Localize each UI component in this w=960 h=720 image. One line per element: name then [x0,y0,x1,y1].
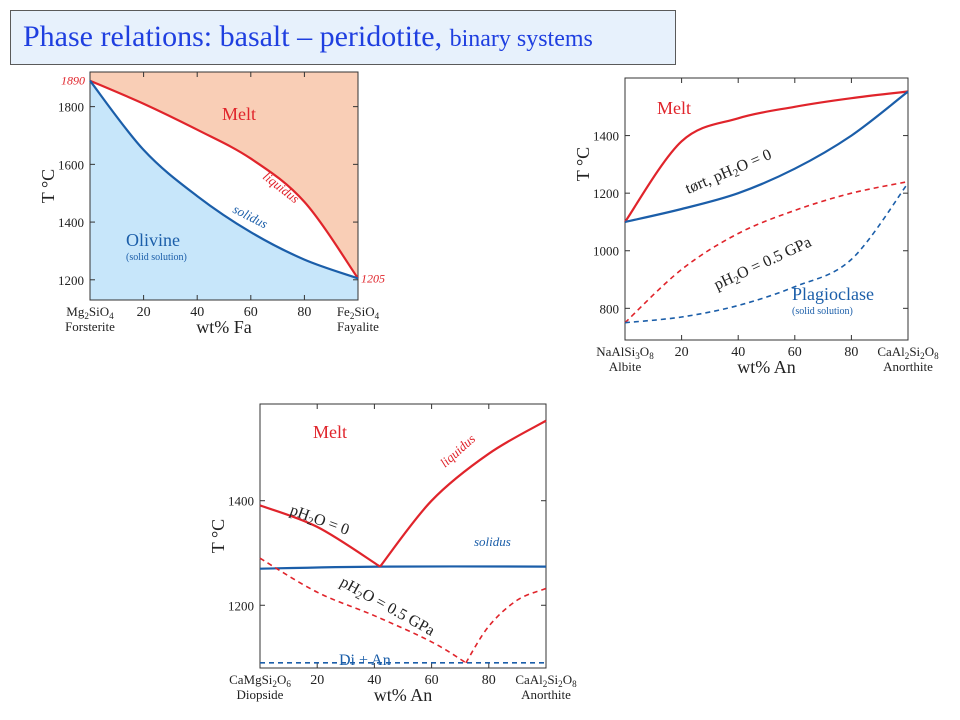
liquidus-wet-an-line [465,587,547,664]
x-end-right-name: Anorthite [521,687,571,702]
solidus-dry-line [259,565,547,570]
solid-field-label: Olivine [126,230,180,250]
liquidus-line [89,79,359,280]
y-tick-label: 1800 [58,100,84,115]
x-tick-label: 80 [844,345,858,360]
melt-field-label: Melt [222,104,256,124]
chart-diopside-anorthite: 20 40 60 80 1200 1400 wt% An T °C CaMgSi2​O6​Dio… [208,403,577,705]
y-tick-label: 1400 [58,215,84,230]
liquidus-wet-line [624,180,909,324]
endpoint-label-1205: 1205 [361,271,385,285]
x-end-left-name: Diopside [237,687,284,702]
y-tick-label: 1200 [58,273,84,288]
y-tick-label: 1600 [58,157,84,172]
y-axis-label: T °C [208,519,228,553]
x-end-left-name: Forsterite [65,319,115,334]
title-main: Phase relations: basalt – peridotite, [23,20,443,53]
dry-curve-label: pH2​O = 0 [287,502,352,541]
x-end-right-formula: CaAl2​Si2​O8​ [877,344,939,361]
solid-field-note: (solid solution) [126,252,187,263]
y-tick-label: 1400 [593,129,619,144]
x-end-right-name: Fayalite [337,319,379,334]
title-sub: binary systems [449,26,593,52]
x-tick-label: 20 [675,345,689,360]
plot-frame [624,77,909,341]
solid-field-label: Plagioclase [792,284,874,304]
two-phase-field [90,80,358,279]
x-end-left-formula: Mg2​SiO4​ [66,304,114,321]
solid-field [90,80,358,300]
solidus-dry-line [624,90,909,224]
x-tick-label: 40 [367,673,381,688]
y-axis-label: T °C [38,169,58,203]
x-end-left-formula: NaAlSi3​O8​ [596,344,654,361]
liquidus-dry-line [624,90,909,223]
x-end-right-formula: Fe2​SiO4​ [337,304,380,321]
x-tick-label: 60 [425,673,439,688]
chart-olivine: 20 40 60 80 1200 1400 1600 1800 wt% Fa T °C Mg2​Si… [38,71,385,337]
x-tick-label: 20 [137,305,151,320]
x-tick-label: 60 [244,305,258,320]
x-axis-label: wt% Fa [196,317,252,337]
solidus-line [89,80,359,280]
plot-frame [259,403,547,669]
chart-plagioclase: 20 40 60 80 800 1000 1200 1400 wt% An T °C NaAlSi3… [573,77,939,377]
y-tick-label: 1200 [228,598,254,613]
y-tick-label: 1200 [593,186,619,201]
x-tick-label: 40 [190,305,204,320]
melt-field-label: Melt [657,98,691,118]
title-box: Phase relations: basalt – peridotite, bi… [10,10,676,65]
x-tick-label: 20 [310,673,324,688]
solidus-label: solidus [474,534,511,549]
x-tick-label: 80 [297,305,311,320]
liquidus-wet-di-line [259,557,467,664]
dry-curve-label: tørt, pH2​O = 0 [683,146,775,199]
x-tick-label: 40 [731,345,745,360]
melt-field-label: Melt [313,422,347,442]
x-tick-label: 80 [482,673,496,688]
x-axis-label: wt% An [737,357,796,377]
y-axis-label: T °C [573,147,593,181]
solid-field-note: (solid solution) [792,306,853,317]
slide-title: Phase relations: basalt – peridotite, bi… [23,20,593,54]
solidus-wet-line [624,182,909,324]
liquidus-dry-di-line [259,504,381,568]
wet-curve-label: pH2​O = 0.5 GPa [336,574,437,642]
solid-field-label: Di + An [339,652,391,669]
y-tick-label: 1400 [228,494,254,509]
x-end-right-name: Anorthite [883,359,933,374]
x-end-right-formula: CaAl2​Si2​O8​ [515,672,577,689]
liquidus-dry-an-line [379,419,547,568]
endpoint-label-1890: 1890 [61,74,85,88]
y-tick-label: 1000 [593,244,619,259]
plot-frame [89,71,359,301]
x-end-left-formula: CaMgSi2​O6​ [229,672,291,689]
y-tick-label: 800 [600,301,620,316]
liquidus-label: liquidus [437,431,478,470]
x-end-left-name: Albite [609,359,642,374]
x-tick-label: 60 [788,345,802,360]
x-axis-label: wt% An [374,685,433,705]
